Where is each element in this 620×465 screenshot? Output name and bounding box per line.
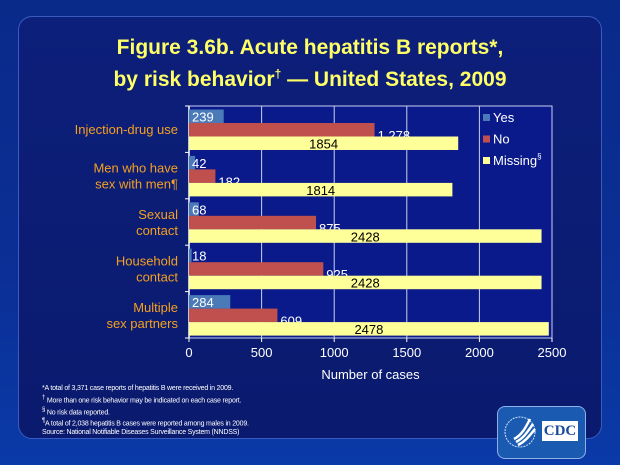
legend-label: No xyxy=(493,132,510,147)
footnote-text: More than one risk behavior may be indic… xyxy=(45,396,242,404)
category-label: sex partners xyxy=(106,316,178,331)
bar-no xyxy=(189,123,375,137)
footnote-symbol: ¶ xyxy=(42,418,46,425)
bar-yes xyxy=(189,202,199,216)
hhs-eagle-icon xyxy=(504,416,536,448)
data-label: 1854 xyxy=(309,137,338,152)
bar-no xyxy=(189,169,216,183)
data-label: 2428 xyxy=(351,276,380,291)
footnote-4: ¶A total of 2,038 hepatitis B cases were… xyxy=(42,417,249,429)
footnote-symbol: † xyxy=(42,394,46,401)
title-line-2-end: — United States, 2009 xyxy=(281,68,507,91)
footnotes: *A total of 3,371 case reports of hepati… xyxy=(42,385,249,438)
legend-swatch xyxy=(483,157,490,164)
bar-yes xyxy=(189,109,224,123)
bar-missing xyxy=(189,229,542,243)
x-tick-label: 2000 xyxy=(465,345,494,360)
category-label: Men who have xyxy=(93,161,178,176)
source-note: Source: National Notifiable Diseases Sur… xyxy=(42,429,240,437)
footnote-3: § No risk data reported. xyxy=(42,406,249,418)
legend-swatch xyxy=(483,114,490,121)
category-label: contact xyxy=(136,269,178,284)
title-line-2: by risk behavior† — United States, 2009 xyxy=(0,61,620,93)
category-label: Multiple xyxy=(133,300,178,315)
bar-yes xyxy=(189,295,231,309)
bar-no xyxy=(189,262,324,276)
category-label: Sexual xyxy=(138,207,178,222)
data-label: 1814 xyxy=(306,183,335,198)
bar-missing xyxy=(189,136,459,150)
chart-title: Figure 3.6b. Acute hepatitis B reports*,… xyxy=(0,34,620,93)
category-label: Household xyxy=(116,253,178,268)
x-axis-label: Number of cases xyxy=(321,367,420,382)
bar-yes xyxy=(189,248,192,263)
bar-no xyxy=(189,308,278,323)
legend-label: Yes xyxy=(493,110,515,125)
category-label: contact xyxy=(136,223,178,238)
title-line-2-text: by risk behavior xyxy=(113,68,275,91)
footnote-1: *A total of 3,371 case reports of hepati… xyxy=(42,385,234,392)
footnote-symbol: § xyxy=(42,406,46,413)
data-label: 18 xyxy=(192,249,206,264)
data-label: 68 xyxy=(192,202,206,217)
data-label: 2478 xyxy=(354,322,383,337)
bar-yes xyxy=(189,155,196,170)
bar-missing xyxy=(189,182,453,197)
x-tick-label: 0 xyxy=(185,345,192,360)
data-label: 239 xyxy=(192,110,214,125)
data-label: 2428 xyxy=(351,229,380,244)
bar-no xyxy=(189,215,317,230)
x-tick-label: 2500 xyxy=(538,345,567,360)
title-dagger: † xyxy=(274,67,282,81)
title-line-1: Figure 3.6b. Acute hepatitis B reports*, xyxy=(116,36,504,59)
category-label: Injection-drug use xyxy=(75,122,178,137)
data-label: 284 xyxy=(192,295,214,310)
cdc-logo-text: CDC xyxy=(542,421,578,441)
footnote-text: No risk data reported. xyxy=(45,408,110,416)
x-tick-label: 1000 xyxy=(320,345,349,360)
bar-missing xyxy=(189,322,549,336)
legend-swatch xyxy=(483,135,490,143)
cdc-logo: CDC xyxy=(497,406,586,459)
legend-label: Missing§ xyxy=(493,152,542,168)
data-label: 42 xyxy=(192,156,206,171)
footnote-2: † More than one risk behavior may be ind… xyxy=(42,394,249,406)
x-tick-label: 500 xyxy=(251,345,273,360)
footnote-text: A total of 2,038 hepatitis B cases were … xyxy=(45,420,249,428)
bar-missing xyxy=(189,275,542,290)
category-label: sex with men¶ xyxy=(95,177,178,192)
x-tick-label: 1500 xyxy=(392,345,421,360)
